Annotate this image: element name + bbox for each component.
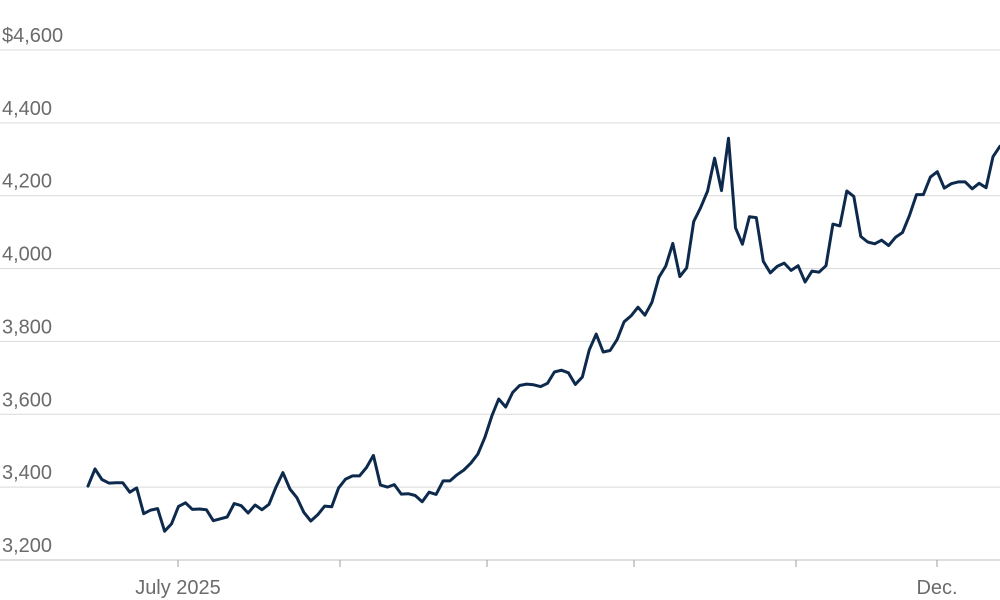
gridlines <box>0 49 1000 488</box>
y-tick-label: 3,600 <box>2 389 52 411</box>
y-tick-label: $4,600 <box>2 25 63 47</box>
y-tick-label: 4,400 <box>2 98 52 120</box>
y-tick-label: 4,000 <box>2 244 52 266</box>
x-tick-label: July 2025 <box>135 577 221 599</box>
series-line-0 <box>86 136 1000 533</box>
series-group <box>86 136 1000 533</box>
x-axis: July 2025 Dec. <box>0 559 1000 599</box>
y-tick-label: 3,400 <box>2 462 52 484</box>
y-tick-label: 3,200 <box>2 535 52 557</box>
y-tick-label: 4,200 <box>2 171 52 193</box>
y-axis-tick-labels: 3,200 3,400 3,600 3,800 4,000 4,200 4,400 $4,60… <box>2 25 63 557</box>
y-tick-label: 3,800 <box>2 316 52 338</box>
x-tick-label: Dec. <box>916 577 957 599</box>
